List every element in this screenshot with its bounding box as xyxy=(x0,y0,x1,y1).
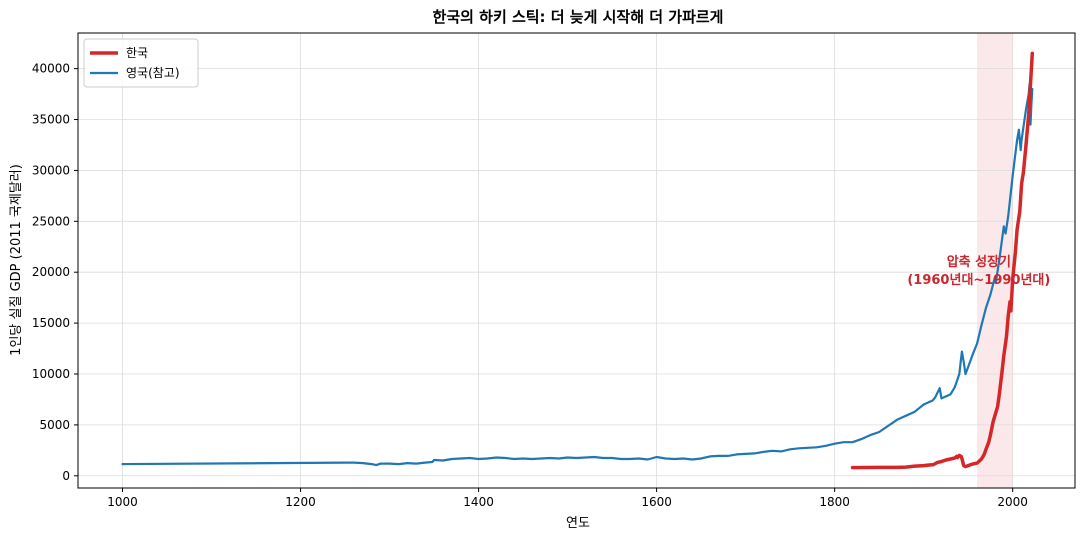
x-axis-label: 연도 xyxy=(566,516,590,531)
plot-area: 1000 1200 1400 1600 1800 20000500010000150002… xyxy=(32,32,1076,509)
y-tick-label: 5000 xyxy=(39,418,70,432)
legend-label-uk: 영국(참고) xyxy=(126,66,180,80)
y-tick-label: 35000 xyxy=(32,113,70,127)
legend-label-korea: 한국 xyxy=(126,46,148,60)
y-tick-label: 20000 xyxy=(32,265,70,279)
legend-box xyxy=(83,38,199,88)
y-axis-label: 1인당 실질 GDP (2011 국제달러) xyxy=(9,164,24,356)
y-tick-label: 25000 xyxy=(32,214,70,228)
series-line-korea xyxy=(850,51,1035,470)
x-tick-label: 1000 xyxy=(107,495,138,509)
y-tick-label: 0 xyxy=(62,469,70,483)
x-tick-label: 1600 xyxy=(641,495,672,509)
annotation-line-2: (1960년대~1990년대) xyxy=(907,273,1050,288)
x-tick-label: 1400 xyxy=(463,495,494,509)
annotation-line-1: 압축 성장기 xyxy=(947,254,1011,270)
y-tick-label: 15000 xyxy=(32,316,70,330)
series-line-uk xyxy=(121,82,1034,467)
chart-title: 한국의 하키 스틱: 더 늦게 시작해 더 가파르게 xyxy=(433,8,724,26)
plot-frame xyxy=(77,32,1076,489)
y-tick-label: 10000 xyxy=(32,367,70,381)
x-tick-label: 1200 xyxy=(285,495,316,509)
y-tick-label: 40000 xyxy=(32,62,70,76)
x-tick-label: 2000 xyxy=(997,495,1028,509)
x-tick-label: 1800 xyxy=(819,495,850,509)
series-group xyxy=(121,51,1035,470)
y-tick-label: 30000 xyxy=(32,163,70,177)
